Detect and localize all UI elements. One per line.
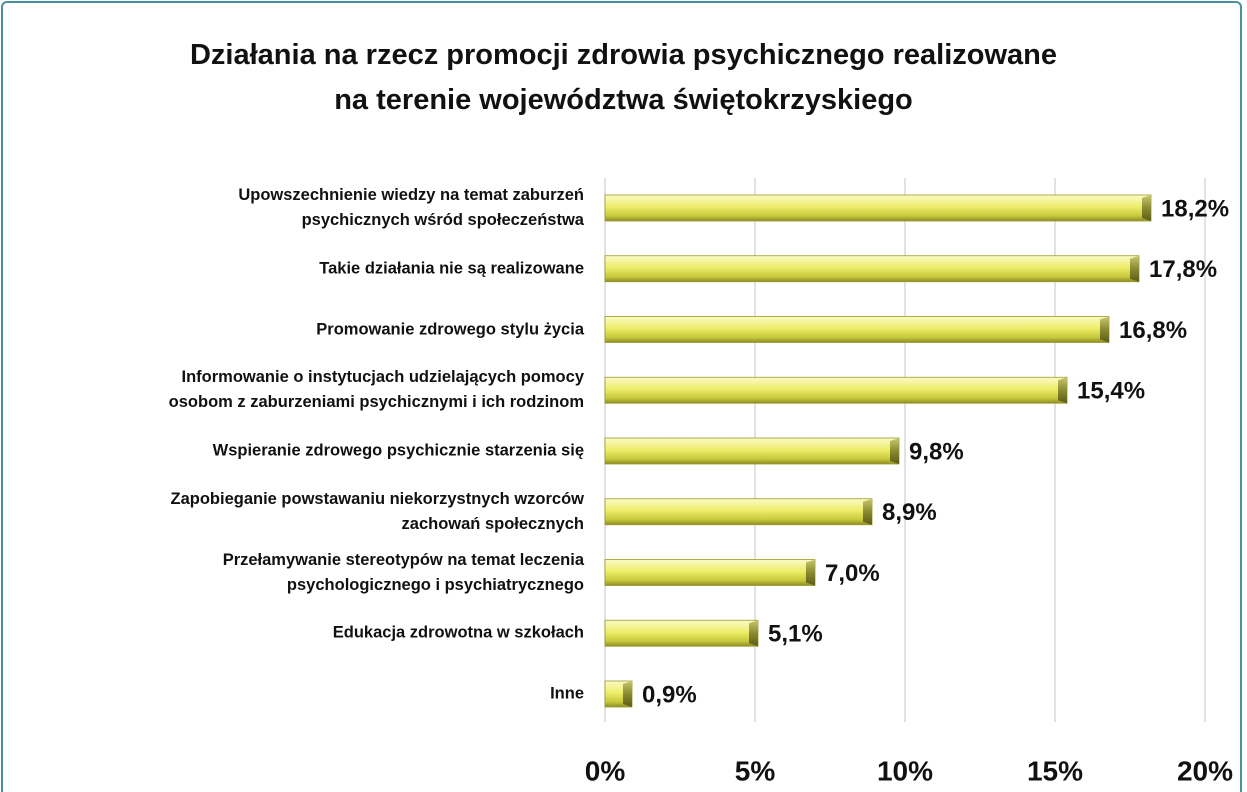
x-tick-label: 10% [877,755,933,786]
bar [604,437,900,465]
value-label: 16,8% [1119,317,1187,344]
value-label: 8,9% [882,499,937,526]
category-label: Upowszechnienie wiedzy na temat zaburzeń… [238,186,584,229]
bar-end [1058,377,1067,404]
value-label: 17,8% [1149,256,1217,283]
bar [604,559,816,586]
bar-end [623,681,632,707]
bar-end [1142,195,1151,221]
chart-title: Działania na rzecz promocji zdrowia psyc… [189,39,1058,116]
value-label: 15,4% [1077,378,1145,405]
bar [604,498,873,526]
bar-end [1130,255,1139,282]
x-tick-label: 15% [1027,755,1083,786]
bar [604,316,1110,343]
value-label: 0,9% [642,681,697,708]
category-label: Przełamywanie stereotypów na temat lecze… [222,550,584,594]
bar-end [863,498,872,525]
category-label: Zapobieganie powstawaniu niekorzystnych … [170,489,585,533]
category-label: Takie działania nie są realizowane [319,259,584,278]
bar [604,255,1140,283]
bar-end [749,620,758,647]
x-tick-label: 5% [735,755,776,786]
category-label: Inne [550,684,584,703]
value-label: 7,0% [825,560,880,587]
category-label: Promowanie zdrowego stylu życia [316,320,584,338]
value-label: 5,1% [768,621,823,648]
x-tick-label: 0% [585,755,626,786]
bar-end [1100,316,1109,343]
bar-end [890,438,899,464]
category-label: Wspieranie zdrowego psychicznie starzeni… [212,441,584,460]
bar [604,194,1152,222]
value-label: 18,2% [1161,195,1229,222]
category-label: Edukacja zdrowotna w szkołach [332,623,584,642]
bar [604,376,1068,404]
x-tick-label: 20% [1177,755,1233,786]
bar-end [806,559,815,586]
bar [604,619,759,647]
value-label: 9,8% [909,438,964,465]
category-label: Informowanie o instytucjach udzielającyc… [168,368,584,412]
